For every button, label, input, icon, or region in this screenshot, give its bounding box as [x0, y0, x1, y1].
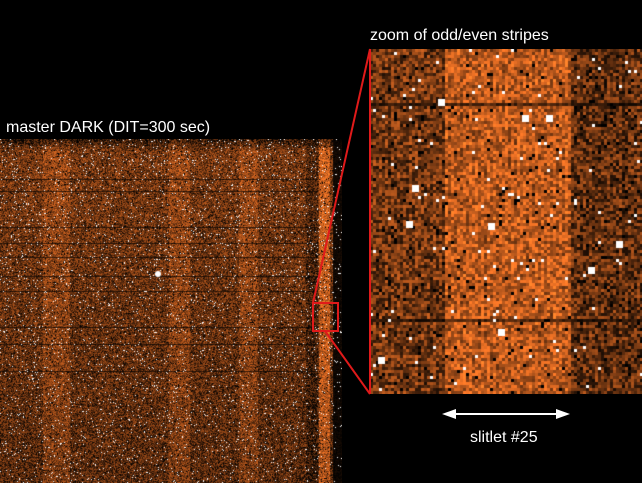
zoom-title: zoom of odd/even stripes	[370, 27, 549, 44]
slitlet-width-arrow	[442, 409, 570, 419]
master-dark-image	[0, 139, 342, 483]
slitlet-label: slitlet #25	[470, 429, 538, 446]
master-dark-title: master DARK (DIT=300 sec)	[6, 119, 211, 136]
zoom-image	[370, 49, 642, 394]
